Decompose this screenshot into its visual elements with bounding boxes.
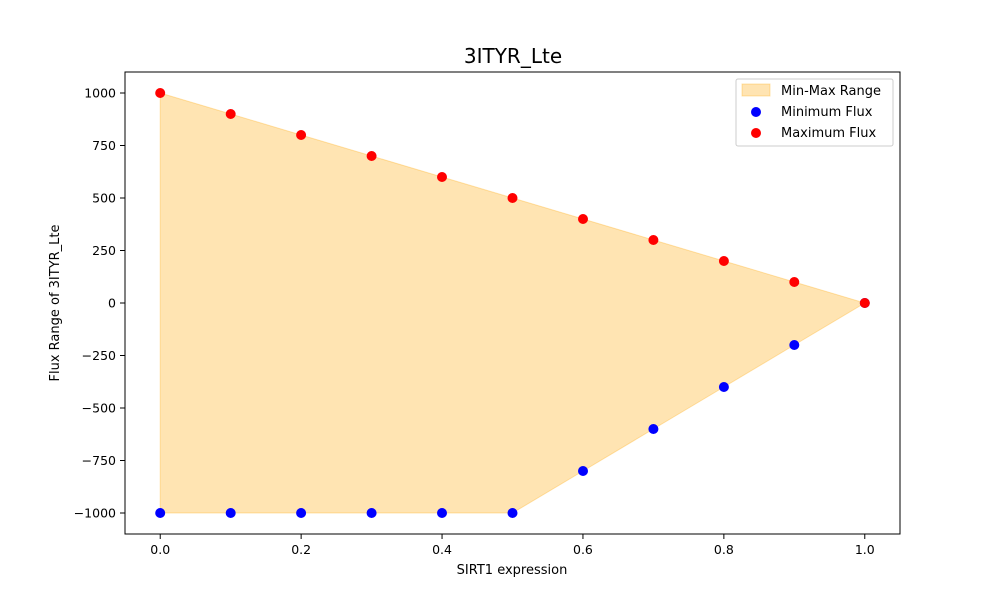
legend-label-min: Minimum Flux xyxy=(781,105,873,120)
x-tick-label: 1.0 xyxy=(855,542,875,557)
legend: Min-Max Range Minimum Flux Maximum Flux xyxy=(735,78,894,147)
min-flux-point-2 xyxy=(296,508,307,518)
min-flux-point-0 xyxy=(155,508,166,518)
min-flux-point-7 xyxy=(648,424,659,434)
y-axis-label: Flux Range of 3ITYR_Lte xyxy=(48,224,63,381)
max-flux-point-10 xyxy=(859,298,870,308)
min-flux-point-9 xyxy=(789,340,800,350)
max-flux-point-6 xyxy=(578,214,588,224)
x-tick-label: 0.2 xyxy=(291,542,311,557)
legend-marker-min xyxy=(751,107,761,117)
min-flux-point-1 xyxy=(225,508,236,518)
y-tick-label: −1000 xyxy=(74,506,116,521)
min-flux-point-8 xyxy=(718,382,729,392)
x-axis-label: SIRT1 expression xyxy=(457,563,568,578)
max-flux-point-1 xyxy=(225,109,236,119)
min-flux-point-3 xyxy=(366,508,377,518)
x-tick-label: 0.4 xyxy=(432,542,452,557)
max-flux-point-2 xyxy=(296,130,307,140)
x-tick-label: 0.8 xyxy=(714,542,734,557)
min-flux-point-4 xyxy=(437,508,447,518)
max-flux-point-8 xyxy=(718,256,729,266)
x-axis: 0.0 0.2 0.4 0.6 0.8 1.0 xyxy=(150,534,875,557)
min-flux-point-6 xyxy=(578,466,588,476)
chart-title: 3ITYR_Lte xyxy=(464,44,562,68)
max-flux-point-0 xyxy=(155,88,166,98)
fill-layer xyxy=(159,92,867,514)
y-tick-label: −500 xyxy=(82,401,116,416)
points-layer xyxy=(155,88,870,518)
max-flux-point-5 xyxy=(507,193,518,203)
y-tick-label: −250 xyxy=(82,348,116,363)
legend-label-fill: Min-Max Range xyxy=(781,84,881,99)
legend-marker-max xyxy=(751,128,761,138)
legend-swatch-fill xyxy=(741,83,771,97)
x-tick-label: 0.6 xyxy=(573,542,593,557)
y-tick-label: 500 xyxy=(92,191,116,206)
y-axis: 1000 750 500 250 0 −250 −500 −750 −1000 xyxy=(74,86,125,521)
y-tick-label: 750 xyxy=(92,138,116,153)
max-flux-point-7 xyxy=(648,235,659,245)
legend-label-max: Maximum Flux xyxy=(781,126,877,141)
legend-box xyxy=(735,78,894,147)
min-flux-point-5 xyxy=(507,508,518,518)
max-flux-point-9 xyxy=(789,277,800,287)
y-tick-label: 0 xyxy=(108,296,116,311)
max-flux-point-4 xyxy=(437,172,447,182)
y-tick-label: 1000 xyxy=(84,86,116,101)
y-tick-label: −750 xyxy=(82,453,116,468)
y-tick-label: 250 xyxy=(92,243,116,258)
min-max-range-area xyxy=(159,92,867,514)
max-flux-point-3 xyxy=(366,151,377,161)
x-tick-label: 0.0 xyxy=(150,542,170,557)
